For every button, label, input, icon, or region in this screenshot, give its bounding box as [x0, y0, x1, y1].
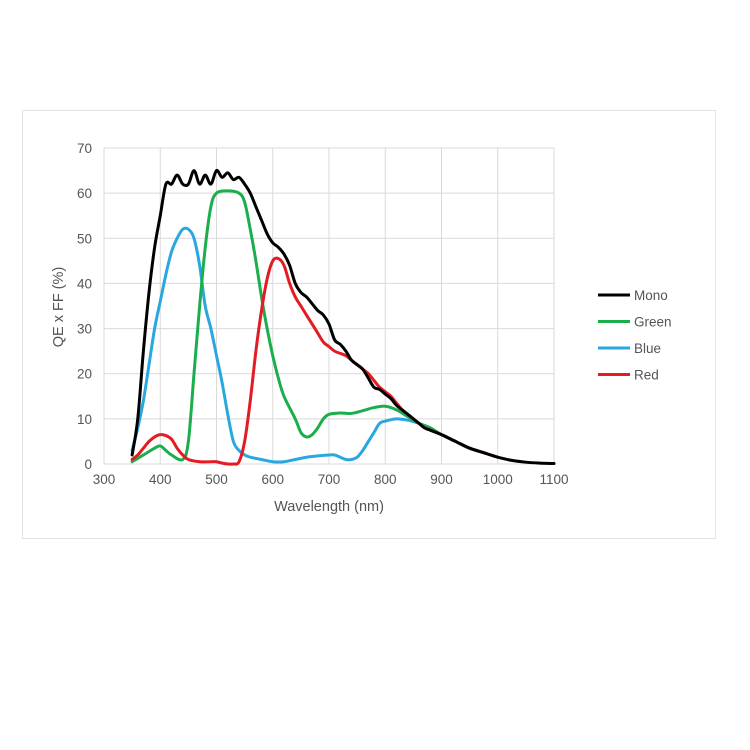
series-lines	[130, 169, 556, 466]
x-tick-label: 800	[374, 472, 397, 487]
y-tick-label: 10	[77, 412, 92, 427]
y-tick-label: 40	[77, 276, 92, 291]
legend-label: Mono	[634, 288, 668, 303]
y-axis-title: QE x FF (%)	[51, 267, 67, 348]
x-tick-label: 300	[93, 472, 116, 487]
x-tick-label: 1100	[539, 472, 568, 487]
series-line-blue	[130, 226, 500, 464]
x-tick-label: 500	[205, 472, 228, 487]
legend-item-blue: Blue	[598, 341, 661, 356]
x-tick-label: 400	[149, 472, 172, 487]
legend-item-green: Green	[598, 315, 672, 330]
legend-item-red: Red	[598, 368, 659, 383]
y-axis-ticks: 0 10 20 30 40 50 60 70	[77, 141, 92, 472]
series-line-green	[130, 189, 500, 464]
y-tick-label: 20	[77, 367, 92, 382]
y-tick-label: 50	[77, 231, 92, 246]
y-tick-label: 70	[77, 141, 92, 156]
x-tick-label: 900	[430, 472, 453, 487]
legend-label: Red	[634, 368, 659, 383]
series-line-mono	[130, 169, 556, 466]
y-tick-label: 30	[77, 322, 92, 337]
chart-frame: 300 400 500 600 700 800 900 1000 1100 0 10 20 30 40 5…	[22, 110, 716, 539]
line-chart: 300 400 500 600 700 800 900 1000 1100 0 10 20 30 40 5…	[51, 141, 672, 515]
x-tick-label: 1000	[483, 472, 513, 487]
x-axis-ticks: 300 400 500 600 700 800 900 1000 1100	[93, 472, 569, 487]
x-axis-title: Wavelength (nm)	[274, 499, 384, 515]
y-tick-label: 60	[77, 186, 92, 201]
gridlines	[103, 147, 555, 465]
legend-label: Blue	[634, 341, 661, 356]
legend: Mono Green Blue Red	[598, 288, 672, 383]
x-tick-label: 600	[261, 472, 284, 487]
legend-label: Green	[634, 315, 672, 330]
y-tick-label: 0	[84, 457, 92, 472]
x-tick-label: 700	[318, 472, 341, 487]
legend-item-mono: Mono	[598, 288, 668, 303]
